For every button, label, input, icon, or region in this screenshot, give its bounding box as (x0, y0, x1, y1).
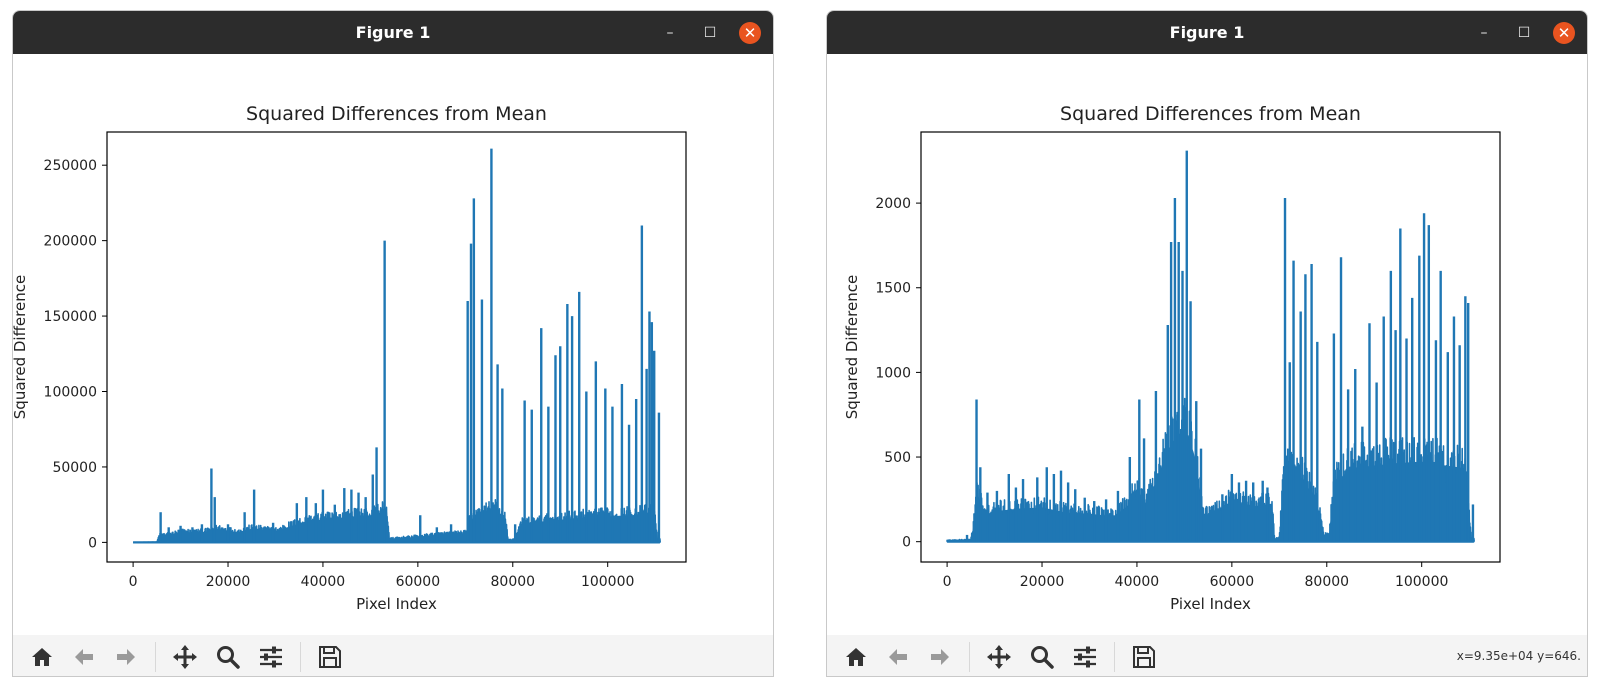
x-tick-label: 0 (943, 574, 952, 590)
y-tick-label: 100000 (44, 385, 97, 401)
maximize-button[interactable]: ☐ (1517, 25, 1531, 41)
x-tick-label: 60000 (1210, 574, 1255, 590)
series-line (946, 397, 1475, 543)
axes-frame (920, 131, 1501, 563)
back-arrow-icon (886, 645, 910, 669)
configure-subplots-button[interactable] (1070, 642, 1100, 672)
title-bar[interactable]: Figure 1 – ☐ ✕ (13, 11, 773, 54)
axes-frame (106, 131, 687, 563)
toolbar-separator (1114, 642, 1115, 672)
plot-canvas[interactable]: Squared Differences from Mean 0 20000 40000… (13, 54, 773, 635)
y-tick-label: 200000 (44, 234, 97, 250)
x-axis-label: Pixel Index (356, 595, 437, 613)
zoom-magnifier-icon (1029, 644, 1055, 670)
data-series-line (132, 148, 661, 544)
close-button[interactable]: ✕ (739, 22, 761, 44)
close-button[interactable]: ✕ (1553, 22, 1575, 44)
y-tick-label: 1000 (875, 365, 911, 381)
chart-title: Squared Differences from Mean (1060, 103, 1361, 125)
x-tick-label: 100000 (581, 574, 634, 590)
home-button[interactable] (27, 642, 57, 672)
home-button[interactable] (841, 642, 871, 672)
chart-title: Squared Differences from Mean (246, 103, 547, 125)
x-tick-label: 20000 (1020, 574, 1065, 590)
x-axis-label: Pixel Index (1170, 595, 1251, 613)
y-tick-label: 250000 (44, 158, 97, 174)
forward-arrow-icon (114, 645, 138, 669)
x-tick-label: 100000 (1395, 574, 1448, 590)
x-tick-label: 80000 (1305, 574, 1350, 590)
back-arrow-icon (72, 645, 96, 669)
navigation-toolbar (13, 635, 773, 676)
y-tick-label: 0 (88, 535, 97, 551)
x-tick-label: 60000 (396, 574, 441, 590)
cursor-coordinates: x=9.35e+04 y=646. (1456, 649, 1581, 663)
y-axis-label: Squared Difference (13, 275, 29, 419)
pan-move-button[interactable] (170, 642, 200, 672)
navigation-toolbar: x=9.35e+04 y=646. (827, 635, 1587, 676)
configure-subplots-icon (1072, 644, 1098, 670)
zoom-magnifier-button[interactable] (1027, 642, 1057, 672)
x-tick-label: 40000 (1115, 574, 1160, 590)
figure-window-2: Figure 1 – ☐ ✕ Squared Differences from … (826, 10, 1588, 677)
pan-move-button[interactable] (984, 642, 1014, 672)
save-floppy-icon (317, 644, 343, 670)
toolbar-separator (969, 642, 970, 672)
x-tick-label: 20000 (206, 574, 251, 590)
minimize-button[interactable]: – (666, 25, 674, 41)
home-icon (30, 645, 54, 669)
maximize-button[interactable]: ☐ (703, 25, 717, 41)
x-tick-label: 80000 (491, 574, 536, 590)
y-tick-label: 1500 (875, 281, 911, 297)
figure-window-1: Figure 1 – ☐ ✕ Squared Differences from … (12, 10, 774, 677)
y-tick-label: 500 (884, 450, 911, 466)
configure-subplots-icon (258, 644, 284, 670)
configure-subplots-button[interactable] (256, 642, 286, 672)
forward-arrow-button[interactable] (925, 642, 955, 672)
x-tick-label: 40000 (301, 574, 346, 590)
y-tick-label: 50000 (52, 460, 97, 476)
forward-arrow-button[interactable] (111, 642, 141, 672)
y-tick-label: 2000 (875, 196, 911, 212)
pan-move-icon (172, 644, 198, 670)
back-arrow-button[interactable] (69, 642, 99, 672)
title-bar[interactable]: Figure 1 – ☐ ✕ (827, 11, 1587, 54)
forward-arrow-icon (928, 645, 952, 669)
data-series-line (946, 150, 1475, 543)
y-tick-label: 0 (902, 535, 911, 551)
pan-move-icon (986, 644, 1012, 670)
x-tick-label: 0 (129, 574, 138, 590)
window-title: Figure 1 (1169, 23, 1245, 42)
save-floppy-button[interactable] (1129, 642, 1159, 672)
window-title: Figure 1 (355, 23, 431, 42)
toolbar-separator (155, 642, 156, 672)
back-arrow-button[interactable] (883, 642, 913, 672)
minimize-button[interactable]: – (1480, 25, 1488, 41)
zoom-magnifier-button[interactable] (213, 642, 243, 672)
y-tick-label: 150000 (44, 309, 97, 325)
save-floppy-button[interactable] (315, 642, 345, 672)
y-axis-label: Squared Difference (843, 275, 861, 419)
save-floppy-icon (1131, 644, 1157, 670)
zoom-magnifier-icon (215, 644, 241, 670)
home-icon (844, 645, 868, 669)
toolbar-separator (300, 642, 301, 672)
